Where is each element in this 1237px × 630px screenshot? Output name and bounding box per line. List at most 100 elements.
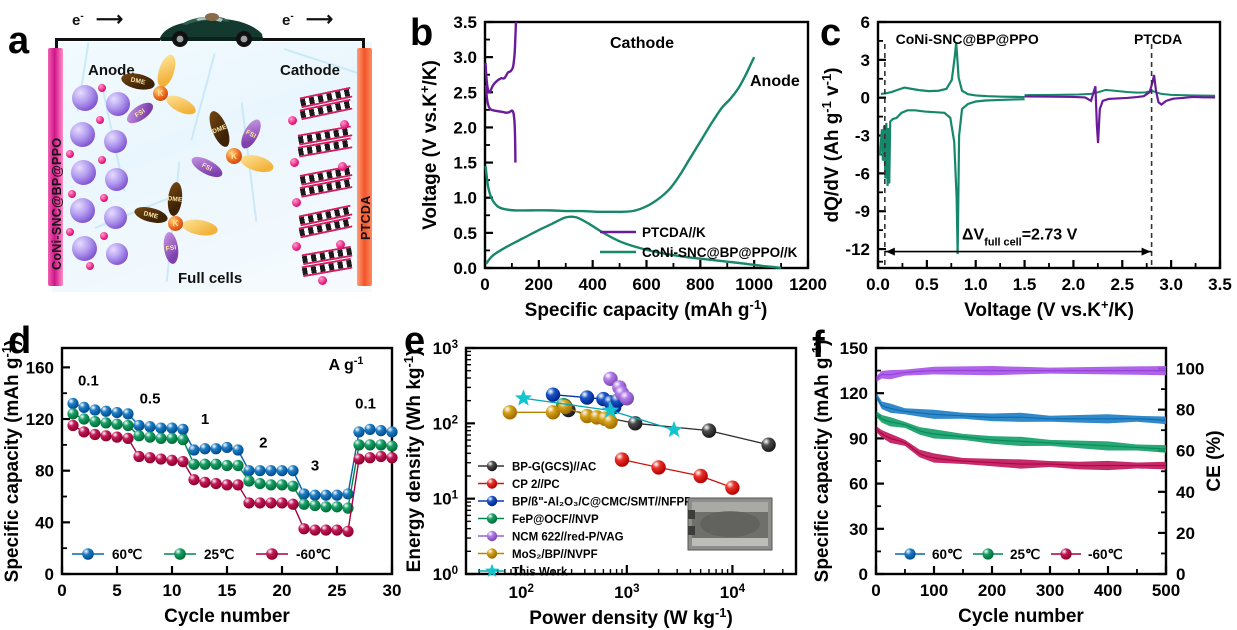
data-point [761, 437, 776, 452]
y-tick: 101 [433, 490, 459, 509]
data-point [243, 497, 255, 509]
x-tick: 300 [1036, 581, 1064, 600]
data-point [309, 524, 321, 536]
k-ion-icon [68, 190, 76, 198]
data-point [579, 390, 595, 405]
data-point [111, 418, 123, 430]
k-ion-icon [98, 84, 106, 92]
series-band [876, 411, 1166, 453]
data-point-star [514, 389, 533, 406]
data-point [614, 452, 630, 467]
data-point [177, 434, 189, 446]
data-point [331, 524, 343, 536]
series-line [876, 413, 1167, 450]
data-point [276, 497, 288, 509]
series-line [876, 395, 1167, 421]
y-axis-label: Energy density (Wh kg-1) [401, 350, 426, 573]
data-point [122, 408, 134, 420]
legend-label: MoS₂/BP//NVPF [512, 549, 598, 561]
legend-label: NCM 622//red-P/VAG [512, 532, 624, 544]
panel-d-chart: d 0 5 10 15 20 25 30 0 40 80 120 160 Cycle number Spe… [0, 320, 410, 630]
y-tick-left: 0 [859, 565, 868, 584]
data-point [199, 476, 211, 488]
x-tick: 103 [614, 583, 639, 602]
legend-label: -60℃ [1088, 547, 1124, 562]
data-point [67, 408, 79, 420]
carbon-sphere-icon [104, 130, 127, 153]
data-point [100, 430, 112, 442]
y-tick-left: 120 [840, 384, 868, 403]
circuit-wire-left [55, 38, 160, 41]
legend-marker [486, 478, 498, 489]
data-point [651, 460, 666, 475]
legend-label: BP/ß"-Al₂O₃/C@CMC/SMT//NFPP [512, 497, 692, 509]
data-point [701, 423, 717, 438]
k-ion-icon [318, 276, 327, 285]
carbon-sphere-icon [104, 206, 127, 229]
data-point [386, 440, 398, 452]
data-point [353, 453, 365, 465]
x-tick: 1200 [789, 275, 827, 294]
carbon-sphere-icon [106, 92, 130, 116]
data-point [353, 439, 365, 451]
x-tick: 400 [1094, 581, 1122, 600]
x-axis-label: Cycle number [958, 606, 1084, 627]
data-point [89, 416, 101, 428]
x-axis-label: Specific capacity (mAh g-1) [525, 297, 768, 322]
data-point [221, 459, 233, 472]
data-point [144, 431, 156, 443]
k-ion-icon [290, 158, 299, 167]
data-point [557, 399, 573, 415]
legend-marker [174, 548, 186, 560]
data-point [619, 391, 635, 406]
y-tick: 3.5 [453, 13, 477, 32]
data-point [199, 443, 211, 455]
k-ion-icon [292, 242, 301, 251]
data-point [353, 426, 365, 438]
data-point [199, 458, 211, 470]
data-point [78, 401, 90, 414]
legend-marker [486, 495, 498, 507]
y-tick: 2.0 [453, 118, 477, 137]
y-tick: 6 [861, 13, 870, 32]
x-tick: 0 [57, 581, 66, 600]
data-point [265, 479, 277, 491]
series-line [72, 424, 393, 533]
k-ion-icon [66, 150, 74, 158]
legend-marker-star [484, 563, 500, 577]
series-line [485, 215, 782, 270]
anode-annotation: Anode [750, 73, 800, 90]
data-point [364, 439, 376, 451]
rate-label: 0.1 [355, 396, 376, 413]
y-tick: -3 [855, 127, 870, 146]
data-point [725, 480, 740, 495]
panel-f-label: f [812, 324, 825, 366]
data-point [276, 465, 288, 477]
legend-marker [1060, 548, 1072, 560]
pouch-cell-photo [687, 497, 773, 551]
arrow-right-icon: ⟶ [305, 9, 334, 30]
legend-label: 25℃ [1010, 547, 1041, 562]
series-line [484, 56, 756, 214]
x-tick: 200 [525, 275, 553, 294]
legend-label: CoNi-SNC@BP@PPO//K [642, 245, 798, 260]
circuit-wire-right [262, 38, 365, 41]
data-point [309, 489, 321, 501]
data-point [254, 465, 266, 477]
data-point-star [665, 420, 683, 438]
data-point [166, 454, 178, 466]
y-axis-label-left: Specific capacity (mAh g-1) [809, 340, 834, 583]
data-point [111, 406, 123, 419]
data-point [210, 443, 222, 455]
y-tick: -9 [855, 202, 870, 221]
legend-label: 25℃ [204, 547, 235, 562]
series-line [876, 428, 1166, 467]
x-tick: 20 [273, 581, 292, 600]
y-tick-right: 20 [1176, 524, 1195, 543]
x-axis-label: Voltage (V vs.K+/K) [964, 297, 1134, 322]
legend-label: 60℃ [112, 547, 143, 562]
data-point [320, 501, 332, 513]
x-tick: 102 [509, 583, 534, 602]
data-point [133, 450, 145, 463]
data-point [386, 426, 398, 438]
